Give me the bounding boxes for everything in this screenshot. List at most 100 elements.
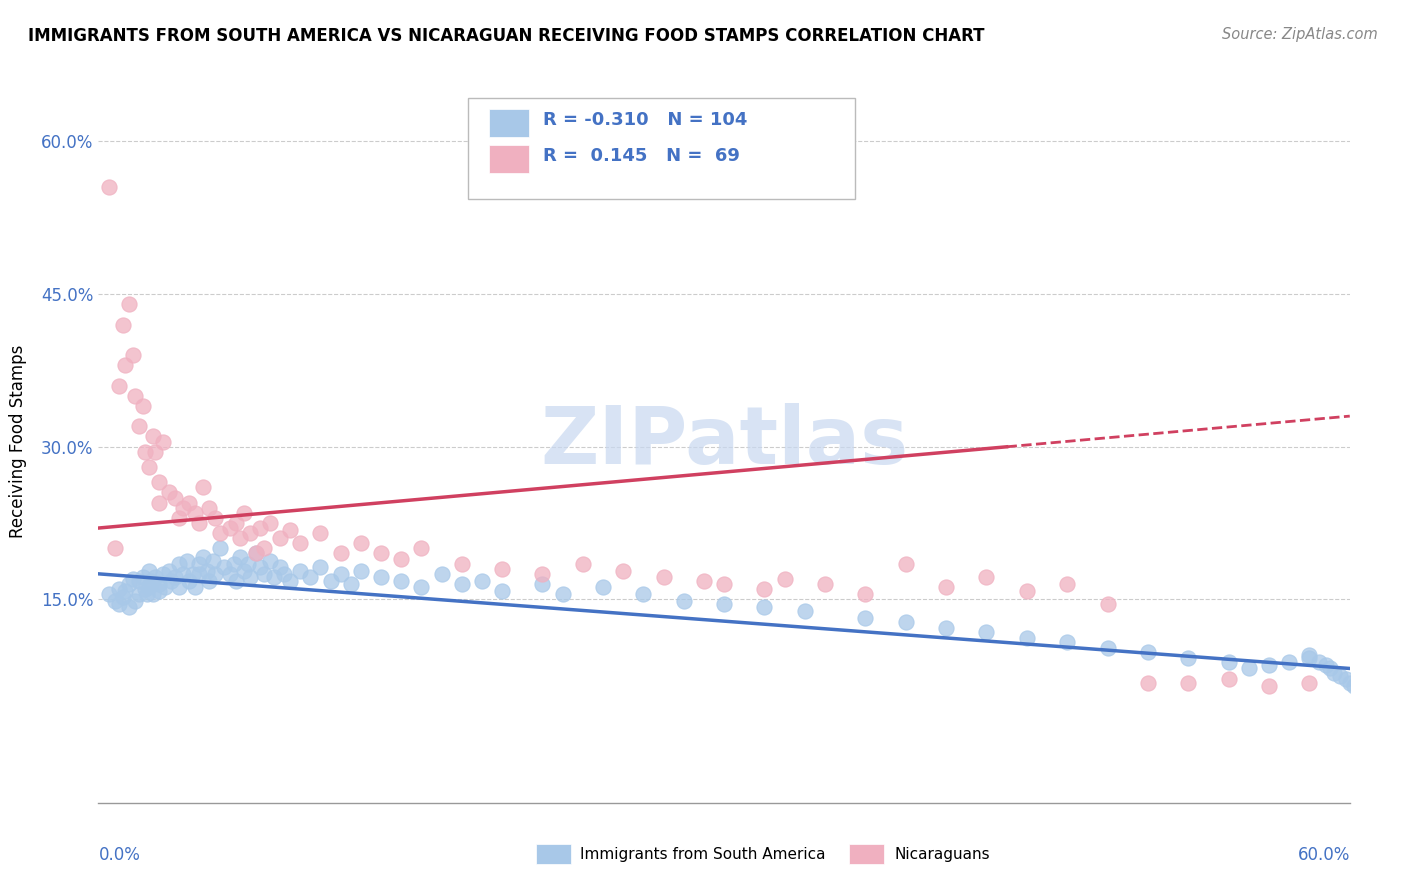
Point xyxy=(239,570,262,584)
Point xyxy=(225,574,247,588)
Point xyxy=(1298,675,1320,690)
Point xyxy=(124,594,146,608)
Point xyxy=(1056,635,1078,649)
Point xyxy=(309,559,332,574)
Point xyxy=(188,557,211,571)
Point xyxy=(976,570,998,584)
Point xyxy=(713,598,735,612)
Point xyxy=(152,434,174,449)
Point xyxy=(172,500,194,515)
Text: 60.0%: 60.0% xyxy=(1298,847,1350,864)
FancyBboxPatch shape xyxy=(849,844,884,864)
Point xyxy=(389,574,412,588)
Point xyxy=(1298,651,1320,665)
Point xyxy=(118,297,141,311)
Point xyxy=(471,574,494,588)
Point xyxy=(188,566,211,581)
FancyBboxPatch shape xyxy=(489,109,529,136)
Point xyxy=(148,577,170,591)
Point xyxy=(138,564,160,578)
Point xyxy=(232,564,254,578)
Point xyxy=(97,587,120,601)
Point xyxy=(103,541,125,556)
Point xyxy=(142,429,165,443)
Point xyxy=(269,531,291,545)
Point xyxy=(290,564,312,578)
Point xyxy=(114,358,136,372)
Point xyxy=(450,557,472,571)
Point xyxy=(491,584,513,599)
Point xyxy=(138,460,160,475)
Point xyxy=(491,562,513,576)
Point xyxy=(157,564,180,578)
Point xyxy=(212,559,235,574)
Point xyxy=(350,564,373,578)
Point xyxy=(167,580,190,594)
Point xyxy=(135,587,157,601)
Point xyxy=(198,500,221,515)
Point xyxy=(278,574,301,588)
Point xyxy=(411,541,433,556)
Point xyxy=(103,594,125,608)
Point xyxy=(531,577,554,591)
Point xyxy=(134,582,156,596)
Y-axis label: Receiving Food Stamps: Receiving Food Stamps xyxy=(10,345,27,538)
Point xyxy=(309,526,332,541)
Point xyxy=(208,541,231,556)
Point xyxy=(793,605,815,619)
Text: Source: ZipAtlas.com: Source: ZipAtlas.com xyxy=(1222,27,1378,42)
Point xyxy=(179,574,201,588)
Point xyxy=(592,580,614,594)
Point xyxy=(165,570,187,584)
Point xyxy=(1258,658,1281,673)
Point xyxy=(249,521,271,535)
Point xyxy=(1308,656,1330,670)
Text: Nicaraguans: Nicaraguans xyxy=(894,847,990,862)
Point xyxy=(273,566,295,581)
FancyBboxPatch shape xyxy=(536,844,571,864)
Point xyxy=(1097,598,1119,612)
Point xyxy=(672,594,695,608)
Point xyxy=(165,491,187,505)
Point xyxy=(218,566,240,581)
Point xyxy=(551,587,574,601)
Text: R = -0.310   N = 104: R = -0.310 N = 104 xyxy=(543,111,747,129)
Point xyxy=(97,180,120,194)
Point xyxy=(253,566,276,581)
Point xyxy=(111,591,134,605)
Point xyxy=(132,570,155,584)
Point xyxy=(228,549,250,564)
Point xyxy=(157,485,180,500)
Point xyxy=(1298,648,1320,663)
Point xyxy=(184,580,207,594)
Point xyxy=(128,419,150,434)
Point xyxy=(167,511,190,525)
Point xyxy=(299,570,322,584)
Point xyxy=(572,557,595,571)
Point xyxy=(652,570,675,584)
Point xyxy=(153,580,176,594)
Point xyxy=(208,526,231,541)
Point xyxy=(1015,584,1038,599)
Point xyxy=(253,541,276,556)
Point xyxy=(179,495,201,509)
Point xyxy=(1343,679,1365,693)
Point xyxy=(1339,675,1361,690)
Point xyxy=(1258,679,1281,693)
Point xyxy=(894,615,917,629)
Point xyxy=(181,566,204,581)
Point xyxy=(1323,665,1346,680)
Point xyxy=(1015,631,1038,645)
Point xyxy=(107,378,129,392)
Point xyxy=(160,574,183,588)
Point xyxy=(197,564,219,578)
Point xyxy=(128,587,150,601)
Point xyxy=(976,624,998,639)
Point xyxy=(143,444,166,458)
Point xyxy=(1056,577,1078,591)
Point xyxy=(329,546,352,560)
Point xyxy=(430,566,453,581)
Text: ZIPatlas: ZIPatlas xyxy=(540,402,908,481)
FancyBboxPatch shape xyxy=(468,98,855,200)
Point xyxy=(172,566,194,581)
